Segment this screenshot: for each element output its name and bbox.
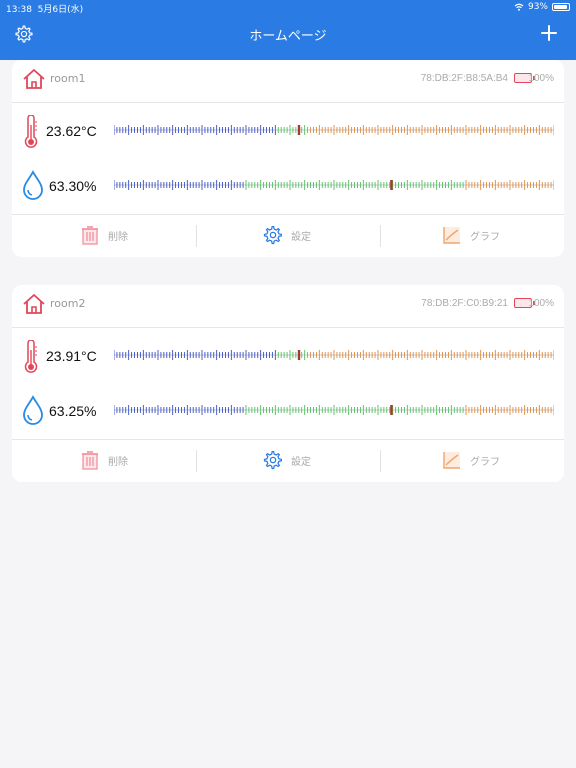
settings-label: 設定 <box>291 456 311 468</box>
temperature-gauge <box>114 125 554 135</box>
trash-icon <box>82 451 98 470</box>
gauge-level-marker <box>390 180 393 190</box>
house-icon <box>23 69 45 89</box>
plus-icon[interactable] <box>541 25 557 41</box>
gear-icon <box>263 451 282 470</box>
battery-percent: 100% <box>528 298 554 309</box>
status-bar-right: 93% <box>514 2 570 12</box>
humidity-gauge <box>114 405 554 415</box>
delete-label: 削除 <box>108 231 128 243</box>
mac-address: 78:DB:2F:B8:5A:B4 <box>420 73 508 84</box>
gauge-level-marker <box>297 125 301 135</box>
house-icon <box>23 294 45 314</box>
settings-button[interactable]: 設定 <box>263 225 311 245</box>
graph-label: グラフ <box>470 456 500 468</box>
card-header: room1 78:DB:2F:B8:5A:B4 100% <box>12 60 564 103</box>
status-battery-text: 93% <box>527 2 548 12</box>
temperature-value: 23.91°C <box>46 348 97 364</box>
battery-percent: 100% <box>528 73 554 84</box>
device-card: room2 78:DB:2F:C0:B9:21 100% 23.91°C 63.… <box>12 285 564 482</box>
mac-address: 78:DB:2F:C0:B9:21 <box>421 298 508 309</box>
battery-icon <box>514 73 535 83</box>
card-actions: 削除 設定 グラフ <box>12 439 564 483</box>
divider <box>380 450 381 472</box>
top-bar: 13:38 5月6日(水) 93% ホームページ <box>0 0 576 60</box>
gauge-level-marker <box>390 405 393 415</box>
battery-icon <box>514 298 535 308</box>
water-drop-icon <box>23 395 43 425</box>
divider <box>380 225 381 247</box>
status-bar-left: 13:38 5月6日(水) <box>6 2 83 15</box>
gear-icon[interactable] <box>15 25 33 43</box>
thermometer-icon <box>24 340 38 373</box>
page-title: ホームページ <box>249 29 327 44</box>
device-card: room1 78:DB:2F:B8:5A:B4 100% 23.62°C 63.… <box>12 60 564 257</box>
gauge-level-marker <box>297 350 301 360</box>
temperature-value: 23.62°C <box>46 123 97 139</box>
room-name: room1 <box>50 72 86 85</box>
graph-button[interactable]: グラフ <box>442 225 500 245</box>
wifi-icon <box>514 3 524 11</box>
humidity-value: 63.25% <box>49 403 97 419</box>
status-time: 13:38 <box>6 5 32 15</box>
delete-button[interactable]: 削除 <box>80 225 128 245</box>
humidity-value: 63.30% <box>49 178 97 194</box>
delete-label: 削除 <box>108 456 128 468</box>
temperature-gauge <box>114 350 554 360</box>
card-actions: 削除 設定 グラフ <box>12 214 564 258</box>
status-date: 5月6日(水) <box>37 5 84 15</box>
humidity-gauge <box>114 180 554 190</box>
card-header: room2 78:DB:2F:C0:B9:21 100% <box>12 285 564 328</box>
settings-button[interactable]: 設定 <box>263 450 311 470</box>
chart-icon <box>443 227 460 244</box>
status-battery-icon <box>552 3 570 11</box>
divider <box>196 450 197 472</box>
divider <box>196 225 197 247</box>
thermometer-icon <box>24 115 38 148</box>
room-name: room2 <box>50 297 86 310</box>
settings-label: 設定 <box>291 231 311 243</box>
gear-icon <box>263 226 282 245</box>
chart-icon <box>443 452 460 469</box>
trash-icon <box>82 226 98 245</box>
delete-button[interactable]: 削除 <box>80 450 128 470</box>
graph-label: グラフ <box>470 231 500 243</box>
graph-button[interactable]: グラフ <box>442 450 500 470</box>
water-drop-icon <box>23 170 43 200</box>
